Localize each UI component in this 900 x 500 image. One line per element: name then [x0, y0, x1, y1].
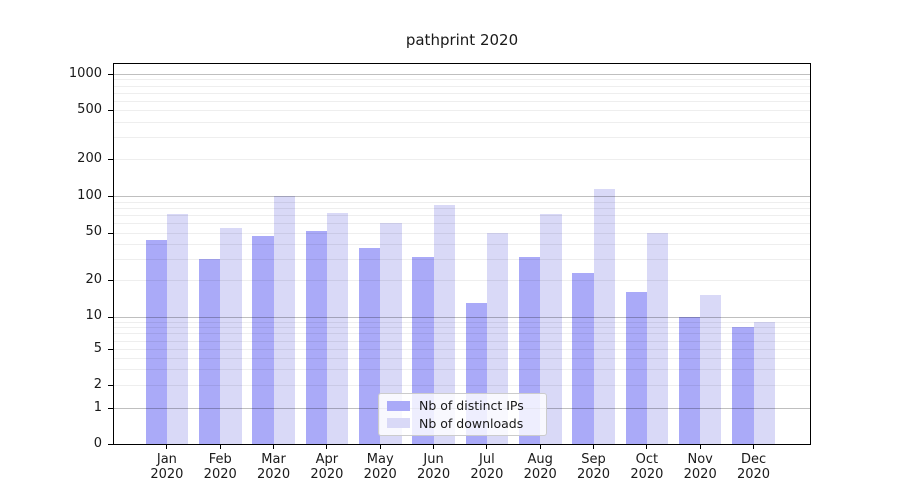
bar-distinct-ips-sep: [572, 272, 594, 444]
bar-downloads-oct: [646, 232, 669, 444]
minor-gridline: [114, 202, 810, 203]
bar-downloads-sep: [593, 188, 615, 444]
minor-gridline: [114, 137, 810, 138]
y-tick-mark: [108, 74, 113, 75]
y-tick-label: 0: [93, 435, 102, 451]
y-tick-label: 200: [77, 150, 102, 166]
x-tick-mark: [326, 445, 328, 449]
x-tick-label: Oct 2020: [630, 452, 664, 482]
bar-downloads-jan: [166, 214, 189, 444]
legend-item-distinct-ips: Nb of distinct IPs: [385, 398, 540, 413]
y-tick-mark: [108, 196, 113, 197]
y-tick-mark: [108, 110, 113, 111]
y-tick-label: 500: [77, 101, 102, 117]
x-tick-mark: [379, 445, 381, 449]
bar-downloads-may: [380, 223, 402, 444]
bar-downloads-dec: [753, 321, 775, 444]
legend-label: Nb of distinct IPs: [419, 398, 524, 414]
y-tick-mark: [108, 317, 113, 318]
y-tick-mark: [108, 233, 113, 234]
x-tick-mark: [539, 445, 541, 449]
bar-distinct-ips-nov: [678, 316, 701, 444]
chart-title: pathprint 2020: [405, 31, 519, 49]
minor-gridline: [114, 122, 810, 123]
bar-downloads-aug: [540, 214, 562, 444]
bar-downloads-jun: [433, 205, 455, 444]
bar-distinct-ips-oct: [625, 291, 647, 444]
x-tick-label: Mar 2020: [257, 452, 291, 482]
y-tick-mark: [108, 385, 113, 386]
x-tick-mark: [753, 445, 755, 449]
bar-distinct-ips-dec: [732, 327, 754, 444]
y-tick-mark: [108, 349, 113, 350]
legend-label: Nb of downloads: [419, 415, 524, 431]
legend: Nb of distinct IPs Nb of downloads: [378, 393, 547, 436]
bar-downloads-jul: [486, 232, 509, 444]
y-tick-label: 20: [85, 271, 102, 287]
distinct-ips-swatch: [387, 400, 410, 411]
x-tick-label: Jun 2020: [417, 452, 451, 482]
minor-gridline: [114, 93, 810, 94]
y-tick-label: 10: [85, 308, 102, 324]
y-tick-label: 2: [93, 376, 102, 392]
x-tick-label: Jan 2020: [150, 452, 184, 482]
x-tick-mark: [486, 445, 488, 449]
y-tick-label: 1000: [68, 65, 102, 81]
x-tick-mark: [219, 445, 221, 449]
minor-gridline: [114, 215, 810, 216]
major-gridline: [114, 196, 810, 197]
x-tick-label: Apr 2020: [310, 452, 344, 482]
bar-downloads-feb: [220, 227, 242, 444]
y-tick-mark: [108, 159, 113, 160]
x-tick-mark: [646, 445, 648, 449]
y-tick-label: 100: [77, 187, 102, 203]
minor-gridline: [114, 159, 810, 160]
y-tick-mark: [108, 280, 113, 281]
minor-gridline: [114, 110, 810, 111]
y-tick-mark: [108, 408, 113, 409]
x-tick-label: Aug 2020: [523, 452, 557, 482]
minor-gridline: [114, 223, 810, 224]
x-tick-mark: [433, 445, 435, 449]
x-tick-mark: [699, 445, 701, 449]
bar-distinct-ips-jan: [145, 240, 167, 444]
bar-distinct-ips-feb: [198, 259, 221, 444]
x-tick-label: Nov 2020: [683, 452, 717, 482]
legend-item-downloads: Nb of downloads: [385, 416, 540, 431]
y-tick-label: 5: [93, 340, 102, 356]
y-tick-label: 1: [93, 399, 102, 415]
minor-gridline: [114, 233, 810, 234]
minor-gridline: [114, 86, 810, 87]
x-tick-label: May 2020: [363, 452, 397, 482]
bar-distinct-ips-may: [358, 248, 381, 444]
bar-downloads-mar: [273, 196, 295, 444]
bar-distinct-ips-mar: [252, 235, 274, 444]
bar-downloads-apr: [326, 213, 349, 444]
minor-gridline: [114, 101, 810, 102]
x-tick-mark: [593, 445, 595, 449]
x-tick-label: Feb 2020: [203, 452, 237, 482]
x-tick-mark: [273, 445, 275, 449]
minor-gridline: [114, 244, 810, 245]
downloads-swatch: [387, 418, 410, 429]
minor-gridline: [114, 208, 810, 209]
minor-gridline: [114, 79, 810, 80]
y-tick-mark: [108, 444, 113, 445]
x-tick-label: Jul 2020: [470, 452, 504, 482]
bar-distinct-ips-apr: [305, 230, 327, 444]
x-tick-label: Sep 2020: [576, 452, 611, 482]
y-tick-label: 50: [85, 224, 102, 240]
x-tick-label: Dec 2020: [736, 452, 771, 482]
x-tick-mark: [166, 445, 168, 449]
major-gridline: [114, 74, 810, 75]
bar-downloads-nov: [700, 295, 722, 444]
